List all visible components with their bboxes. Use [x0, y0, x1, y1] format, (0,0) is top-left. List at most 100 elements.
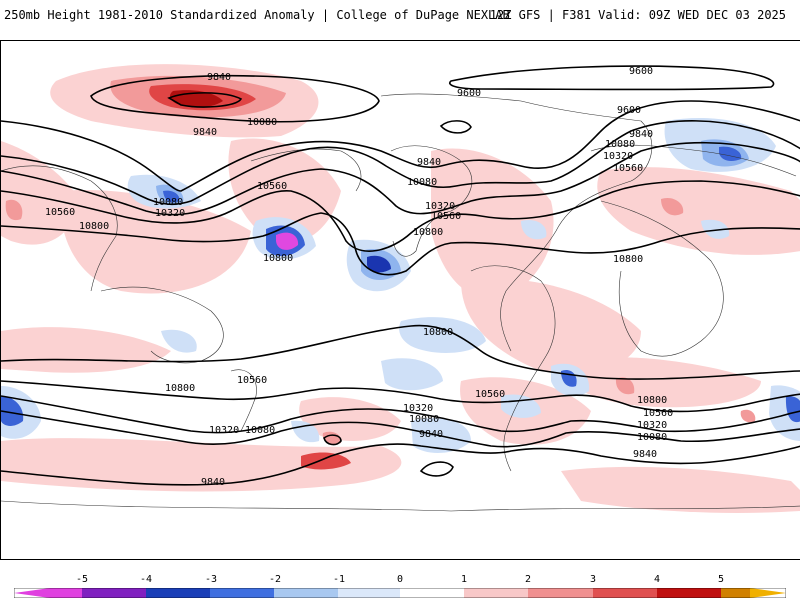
- map-header: 250mb Height 1981-2010 Standardized Anom…: [0, 0, 800, 34]
- contour-label: 10800: [613, 254, 643, 265]
- anomaly-positive-region: [661, 197, 684, 216]
- contour-label: 10320: [403, 403, 433, 414]
- anomaly-negative-region: [785, 395, 800, 423]
- contour-label: 9840: [633, 449, 657, 460]
- contour-10080-nh: [1, 120, 800, 206]
- model-run-info: 12Z GFS | F381 Valid: 09Z WED DEC 03 202…: [489, 8, 786, 22]
- coastline: [230, 369, 257, 432]
- colorbar-segment: [50, 588, 82, 598]
- contour-label: 9840: [201, 477, 225, 488]
- colorbar-segment: [464, 588, 528, 598]
- contour-10320-nh: [1, 141, 800, 216]
- colorbar-segment: [210, 588, 274, 598]
- contour-10800-sh: [1, 324, 800, 380]
- colorbar-segment: [593, 588, 657, 598]
- coastline: [600, 200, 724, 357]
- anomaly-negative-region: [701, 219, 730, 239]
- colorbar-segment: [82, 588, 146, 598]
- contour-label: 10560: [613, 163, 643, 174]
- anomaly-positive-region: [740, 409, 756, 423]
- strong-positive-anomaly-fill: [5, 75, 756, 470]
- contour-10320-sh: [1, 395, 800, 434]
- contour-label: 10080: [153, 197, 183, 208]
- legend-tick-label: 0: [396, 574, 404, 585]
- anomaly-positive-region: [561, 357, 761, 408]
- contour-label: 10080: [247, 117, 277, 128]
- contour-9840-north: [90, 75, 380, 123]
- contour-label: 9840: [419, 429, 443, 440]
- contour-label: 10320: [155, 208, 185, 219]
- legend-tick-label: -2: [268, 574, 282, 585]
- contour-label: 10320: [637, 420, 667, 431]
- legend-tick-label: 3: [589, 574, 597, 585]
- contour-label: 10080: [637, 432, 667, 443]
- contour-label: 10080: [605, 139, 635, 150]
- anomaly-negative-region: [291, 420, 320, 443]
- contour-label: 10800: [79, 221, 109, 232]
- strong-negative-anomaly-fill: [1, 139, 800, 426]
- map-panel: 9840 10080 9840 9600 9600 9600 9840 1008…: [0, 40, 800, 560]
- anomaly-positive-region: [597, 167, 800, 255]
- anomaly-positive-region: [5, 199, 23, 221]
- contour-label: 10320: [209, 425, 239, 436]
- colorbar-segment: [400, 588, 464, 598]
- contour-label: 10560: [257, 181, 287, 192]
- contour-closed-sh2: [419, 461, 454, 477]
- colorbar-segment: [338, 588, 400, 598]
- legend-tick-label: -1: [332, 574, 346, 585]
- contour-label: 10080: [245, 425, 275, 436]
- colorbar-segment: [721, 588, 750, 598]
- anomaly-positive-region: [1, 438, 402, 492]
- legend-tick-label: -3: [204, 574, 218, 585]
- anomaly-negative-region: [521, 219, 547, 240]
- contour-label: 10800: [423, 327, 453, 338]
- contour-label: 10080: [409, 414, 439, 425]
- legend-tick-label: 1: [460, 574, 468, 585]
- contour-10080-north: [167, 92, 243, 108]
- contour-labels: 9840 10080 9840 9600 9600 9600 9840 1008…: [45, 66, 673, 488]
- colorbar-end-min: [14, 588, 50, 598]
- contour-label: 9840: [629, 129, 653, 140]
- anomaly-negative-region: [276, 232, 299, 250]
- anomaly-positive-region: [60, 190, 252, 294]
- contour-label: 9600: [629, 66, 653, 77]
- coastline: [250, 148, 362, 192]
- anomaly-positive-region: [322, 431, 342, 445]
- positive-anomaly-fill: [1, 64, 800, 513]
- coastline: [590, 144, 797, 177]
- anomaly-positive-region: [1, 327, 171, 373]
- anomaly-positive-region: [561, 466, 800, 513]
- contour-10560-nh: [1, 180, 800, 252]
- anomaly-negative-region: [381, 358, 443, 391]
- coastlines: [1, 93, 800, 512]
- contour-9840-sh: [1, 443, 800, 486]
- contour-label: 10560: [475, 389, 505, 400]
- contour-label: 9840: [207, 72, 231, 83]
- legend-tick-label: 2: [524, 574, 532, 585]
- anomaly-legend: -5 -4 -3 -2 -1 0 1 2 3 4 5: [0, 570, 800, 600]
- contour-label: 9600: [617, 105, 641, 116]
- coastline: [1, 500, 800, 512]
- legend-tick-label: -5: [75, 574, 89, 585]
- anomaly-positive-region: [431, 148, 554, 301]
- legend-tick-label: 5: [717, 574, 725, 585]
- coastline: [380, 93, 653, 352]
- contour-closed-sh: [323, 434, 342, 446]
- contour-label: 10800: [263, 253, 293, 264]
- coastline: [470, 265, 556, 472]
- contour-label: 10560: [45, 207, 75, 218]
- contour-10080-sh: [1, 410, 800, 448]
- anomaly-positive-region: [301, 452, 351, 470]
- anomaly-negative-region: [367, 255, 391, 273]
- contour-9600-greenland: [439, 120, 472, 134]
- anomaly-positive-region: [615, 377, 635, 395]
- colorbar-segment: [657, 588, 721, 598]
- anomaly-positive-region: [461, 278, 641, 374]
- anomaly-negative-region: [161, 329, 197, 353]
- coastline: [1, 165, 118, 292]
- contour-label: 9600: [457, 88, 481, 99]
- colorbar: [14, 588, 786, 598]
- contour-label: 10560: [643, 408, 673, 419]
- anomaly-negative-region: [163, 190, 180, 203]
- colorbar-segment: [274, 588, 338, 598]
